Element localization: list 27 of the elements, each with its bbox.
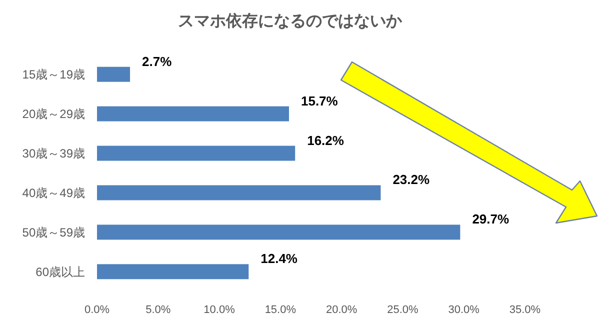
bar	[97, 66, 130, 82]
y-tick-label: 50歳～59歳	[22, 225, 85, 240]
y-tick-label: 15歳～19歳	[22, 68, 85, 82]
x-tick-label: 20.0%	[326, 304, 358, 316]
data-label: 23.2%	[392, 172, 430, 188]
x-tick-label: 35.0%	[509, 304, 541, 316]
y-tick-label: 40歳～49歳	[22, 186, 85, 200]
data-label: 16.2%	[307, 132, 344, 148]
chart-title: スマホ依存になるのではないか	[178, 12, 403, 30]
bar	[97, 224, 460, 240]
bar	[97, 264, 249, 280]
x-tick-label: 0.0%	[84, 304, 110, 316]
x-tick-label: 15.0%	[264, 304, 296, 316]
bar	[97, 185, 381, 200]
y-tick-label: 30歳～39歳	[22, 146, 85, 160]
x-tick-label: 30.0%	[448, 304, 480, 316]
data-label: 2.7%	[142, 54, 172, 69]
x-tick-label: 25.0%	[387, 304, 419, 316]
data-label: 12.4%	[260, 251, 298, 266]
x-tick-label: 10.0%	[204, 304, 236, 316]
y-tick-label: 20歳～29歳	[22, 107, 85, 122]
x-tick-label: 5.0%	[146, 304, 171, 316]
data-label: 29.7%	[472, 212, 510, 227]
y-tick-label: 60歳以上	[36, 264, 85, 279]
bar	[97, 106, 289, 122]
bar	[97, 146, 296, 161]
data-label: 15.7%	[300, 93, 338, 108]
